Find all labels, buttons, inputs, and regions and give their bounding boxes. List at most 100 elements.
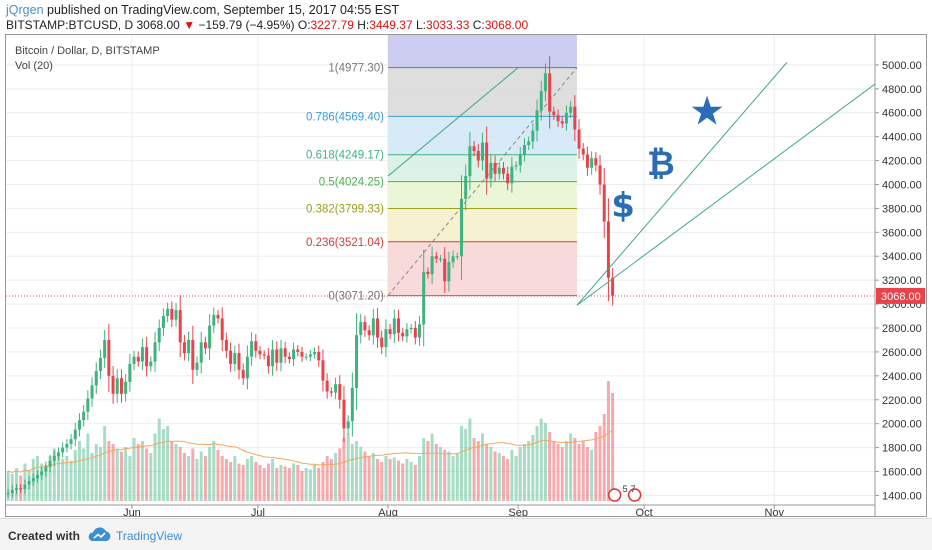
candle-body [430,256,434,275]
volume-bar [132,438,136,501]
volume-bar [569,433,573,501]
volume-bar [468,418,472,501]
volume-bar [346,433,350,501]
candle-body [376,318,380,338]
candle-body [182,342,186,354]
candle-body [82,411,86,421]
candle-body [443,258,447,282]
volume-bar [61,459,65,501]
candle-body [334,384,338,393]
candle-body [48,460,52,467]
candle-body [145,347,149,367]
candle-body [229,350,233,364]
fib-band [388,181,577,209]
volume-bar [564,441,568,501]
candle-body [119,378,123,394]
candle-body [191,339,195,370]
candle-body [518,154,522,166]
candle-body [342,399,346,429]
plot-area: 1(4977.30) 0.786(4569.40) 0.618(4249.17) 0.… [6,35,875,505]
volume-bar [82,448,86,501]
target-trend-line [576,83,875,306]
volume-bar [119,451,123,501]
volume-bar [90,453,94,501]
candle-body [602,184,606,222]
fib-level-label: 0.236(3521.04) [306,237,384,249]
volume-bar [233,456,237,501]
volume-bar [506,459,510,501]
volume-bar [40,463,44,501]
volume-bar [241,465,245,501]
candle-body [497,167,501,174]
candle-body [27,481,31,485]
volume-bar [611,393,615,501]
candle-body [56,452,60,456]
candle-body [363,322,367,331]
volume-bar [208,447,212,501]
candle-body [569,106,573,113]
price-tick-label: 2600.00 [882,347,922,359]
author-link[interactable]: jQrgen [6,3,44,17]
target-trend-line [576,62,788,306]
candle-body [271,349,275,367]
candle-body [292,349,296,360]
volume-bar [543,423,547,501]
chart-frame[interactable]: 1(4977.30) 0.786(4569.40) 0.618(4249.17) 0.… [5,34,927,517]
volume-bar [573,438,577,501]
fib-level-label: 0.618(4249.17) [306,150,384,162]
last-price-tag-label: 3068.00 [881,291,921,303]
volume-bar [56,453,60,501]
volume-bar [552,441,556,501]
tradingview-brand[interactable]: TradingView [116,529,183,543]
candle-body [464,176,468,199]
price-tick-label: 5000.00 [882,60,922,72]
price-tick-label: 2200.00 [882,395,922,407]
candle-body [77,420,81,430]
candle-body [107,339,111,376]
event-flag-label: 7 [631,484,636,494]
candle-body [485,142,489,179]
price-tick-label: 4600.00 [882,108,922,120]
volume-bar [229,462,233,501]
volume-bar [279,465,283,501]
candle-body [439,258,442,260]
candle-body [266,355,270,367]
volume-bar [590,450,594,501]
volume-bar [522,444,526,501]
open-label: O: [297,18,311,32]
candle-body [149,361,153,367]
volume-bar [334,453,338,501]
candle-body [409,328,413,330]
volume-bar [237,463,241,501]
candle-body [224,339,228,351]
volume-bar [514,456,518,501]
volume-bar [451,456,455,501]
volume-bar [489,447,493,501]
volume-indicator-label[interactable]: Vol (20) [15,60,53,72]
candle-body [98,357,102,372]
candle-body [279,348,283,363]
fib-band [388,241,577,296]
candle-body [359,322,363,336]
volume-bar [594,432,598,501]
candle-body [128,363,132,382]
tradingview-cloud-icon[interactable] [86,527,112,543]
volume-bar [439,447,442,501]
volume-bar [350,444,354,501]
chart-canvas[interactable]: 1(4977.30) 0.786(4569.40) 0.618(4249.17) 0.… [6,35,926,516]
candle-body [355,335,359,388]
candle-body [258,350,262,355]
candle-body [73,429,77,440]
candle-body [401,332,405,337]
chart-legend: Bitcoin / Dollar, D, BITSTAMP Vol (20) [15,44,160,74]
volume-bar [392,457,396,501]
volume-bar [422,438,426,501]
candle-body [61,447,65,453]
candle-body [52,455,56,461]
candle-body [472,146,476,152]
candle-body [35,475,39,479]
volume-bar [476,441,480,501]
low-value: 3033.33 [426,18,470,32]
volume-bar [455,453,459,501]
candle-body [283,348,287,357]
